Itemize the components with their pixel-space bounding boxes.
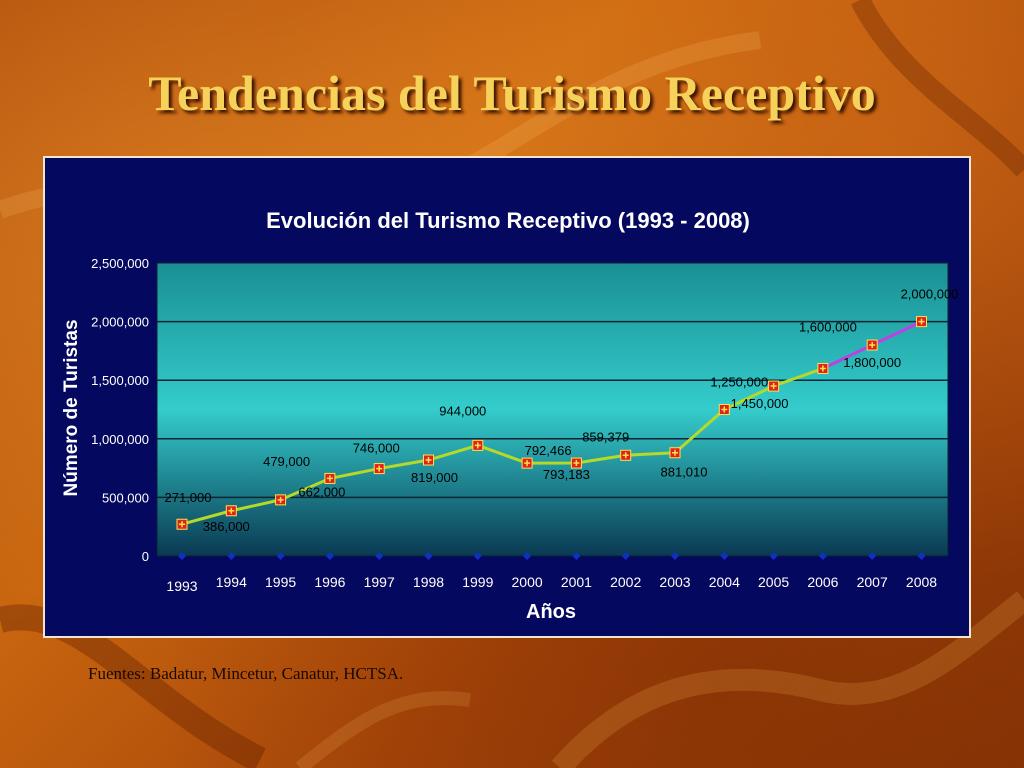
baseline-marker (227, 552, 236, 560)
data-point-cross (819, 365, 826, 372)
y-axis-label: Número de Turistas (61, 319, 82, 496)
y-axis-ticks: 0 500,000 1,000,000 1,500,000 2,000,000 2,500… (91, 256, 149, 564)
y-tick-label: 500,000 (102, 490, 149, 505)
baseline-marker (621, 552, 630, 560)
data-point-cross (918, 318, 925, 325)
x-tick-label: 1994 (216, 574, 247, 590)
source-note: Fuentes: Badatur, Mincetur, Canatur, HCT… (88, 664, 404, 683)
x-tick-label: 1993 (166, 578, 197, 594)
data-label: 746,000 (353, 441, 400, 456)
x-tick-label: 2008 (906, 574, 937, 590)
page-title: Tendencias del Turismo Receptivo (148, 65, 876, 121)
x-tick-label: 1995 (265, 574, 296, 590)
x-tick-label: 2004 (709, 574, 740, 590)
data-point-cross (721, 406, 728, 413)
data-label: 792,466 (525, 443, 572, 458)
baseline-marker (424, 552, 433, 560)
baseline-marker (473, 552, 482, 560)
baseline-marker (375, 552, 384, 560)
data-label: 1,450,000 (731, 396, 789, 411)
x-axis-label: Años (526, 601, 576, 623)
baseline-marker (325, 552, 334, 560)
data-point-cross (277, 496, 284, 503)
x-tick-label: 2003 (659, 574, 690, 590)
x-tick-label: 1997 (364, 574, 395, 590)
baseline-marker (868, 552, 877, 560)
data-point-cross (524, 460, 531, 467)
plot-area (156, 262, 949, 557)
x-tick-label: 1996 (314, 574, 345, 590)
data-point-cross (425, 457, 432, 464)
data-point-cross (573, 460, 580, 467)
baseline-marker (178, 552, 186, 560)
x-tick-label: 1999 (462, 574, 493, 590)
data-label: 859,379 (582, 429, 629, 444)
data-point-cross (770, 383, 777, 390)
data-label: 881,010 (661, 465, 708, 480)
baseline-marker (671, 552, 679, 560)
x-axis-ticks: 1993 1994 1995 1996 1997 1998 1999 2000 2001 2002… (166, 574, 937, 594)
y-tick-label: 2,500,000 (91, 256, 149, 271)
baseline-marker (720, 552, 729, 560)
data-point-cross (672, 449, 678, 456)
data-label: 479,000 (263, 454, 310, 469)
x-tick-label: 2007 (857, 574, 888, 590)
baseline-marker (769, 552, 778, 560)
data-point-cross (376, 465, 383, 472)
line-chart: Evolución del Turismo Receptivo (1993 - … (61, 208, 959, 623)
baseline-marker (523, 552, 532, 560)
series-line-main (181, 367, 824, 526)
y-tick-label: 0 (142, 549, 149, 564)
data-point-cross (622, 452, 629, 459)
data-label: 1,600,000 (799, 319, 857, 334)
data-label: 386,000 (203, 519, 250, 534)
data-label: 1,800,000 (843, 355, 901, 370)
x-tick-label: 1998 (413, 574, 444, 590)
baseline-marker (276, 552, 285, 560)
x-tick-label: 2005 (758, 574, 789, 590)
data-label: 2,000,000 (901, 287, 959, 302)
data-point-cross (179, 521, 185, 528)
series-markers (176, 316, 927, 560)
data-point-cross (474, 442, 481, 449)
data-label: 271,000 (165, 490, 212, 505)
x-tick-label: 2002 (610, 574, 641, 590)
data-label: 819,000 (411, 470, 458, 485)
x-tick-label: 2001 (561, 574, 592, 590)
baseline-marker (917, 552, 926, 560)
data-label: 944,000 (439, 403, 486, 418)
baseline-marker (818, 552, 827, 560)
data-labels: 271,000 386,000 479,000 662,000 746,000 819,0… (165, 287, 959, 534)
y-tick-label: 1,000,000 (91, 432, 149, 447)
data-point-cross (326, 475, 333, 482)
baseline-marker (572, 552, 581, 560)
chart-title: Evolución del Turismo Receptivo (1993 - … (266, 208, 750, 233)
x-tick-label: 2006 (807, 574, 838, 590)
y-tick-label: 1,500,000 (91, 373, 149, 388)
data-label: 793,183 (543, 467, 590, 482)
data-point-cross (869, 342, 876, 349)
y-tick-label: 2,000,000 (91, 315, 149, 330)
x-tick-label: 2000 (512, 574, 543, 590)
data-point-cross (228, 507, 235, 514)
data-label: 1,250,000 (710, 375, 768, 390)
data-label: 662,000 (298, 484, 345, 499)
chart-panel: Evolución del Turismo Receptivo (1993 - … (43, 156, 971, 638)
